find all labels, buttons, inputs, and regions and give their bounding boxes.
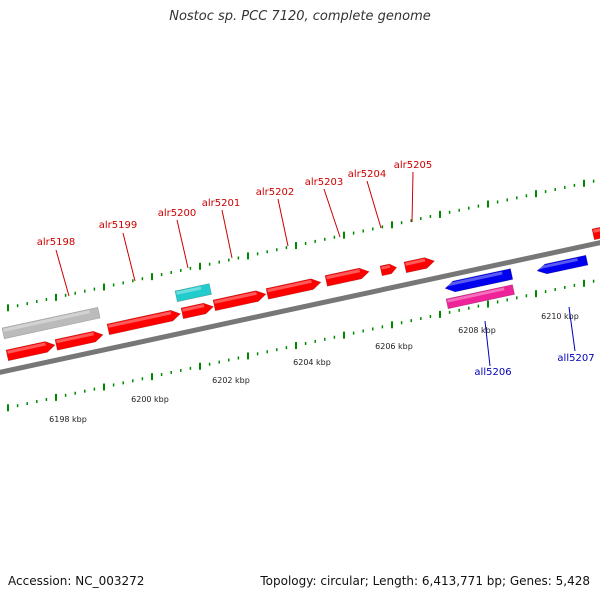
callout-line — [55, 249, 70, 297]
gene-feature-other[interactable] — [1, 306, 101, 340]
callout-line — [277, 198, 289, 247]
gene-feature-rna[interactable] — [174, 283, 212, 303]
gene-feature-forward[interactable] — [403, 256, 436, 274]
scale-tick-label: 6206 kbp — [375, 342, 413, 351]
gene-features — [1, 225, 600, 362]
gene-feature-forward[interactable] — [54, 329, 104, 351]
genome-stats-text: Topology: circular; Length: 6,413,771 bp… — [260, 574, 590, 588]
gene-label-all5207[interactable]: all5207 — [557, 353, 594, 364]
gene-label-alr5198[interactable]: alr5198 — [37, 237, 75, 248]
gene-feature-reverse[interactable] — [444, 268, 514, 294]
scale-tick-label: 6204 kbp — [293, 358, 331, 367]
callout-line — [122, 232, 136, 282]
callout-line — [366, 180, 382, 229]
gene-feature-forward[interactable] — [212, 289, 267, 312]
scale-tick-label: 6200 kbp — [131, 395, 169, 404]
gene-feature-forward[interactable] — [324, 266, 370, 287]
callout-line — [411, 171, 414, 223]
gene-label-alr5200[interactable]: alr5200 — [158, 208, 196, 219]
gene-label-alr5203[interactable]: alr5203 — [305, 177, 343, 188]
genome-backbone — [0, 240, 600, 375]
gene-label-alr5202[interactable]: alr5202 — [256, 187, 294, 198]
callout-line — [568, 306, 576, 352]
gene-feature-other[interactable] — [445, 284, 515, 310]
gene-feature-forward[interactable] — [591, 225, 600, 241]
genome-title: Nostoc sp. PCC 7120, complete genome — [169, 9, 431, 24]
gene-feature-reverse[interactable] — [536, 254, 589, 276]
gene-label-all5206[interactable]: all5206 — [474, 367, 511, 378]
gene-feature-forward[interactable] — [379, 263, 398, 277]
gene-label-alr5201[interactable]: alr5201 — [202, 198, 240, 209]
gene-feature-forward[interactable] — [180, 301, 215, 320]
scale-tick-label: 6198 kbp — [49, 415, 87, 424]
gene-label-alr5205[interactable]: alr5205 — [394, 160, 432, 171]
gene-label-alr5204[interactable]: alr5204 — [348, 169, 386, 180]
gene-feature-forward[interactable] — [106, 308, 182, 336]
scale-tick-label: 6208 kbp — [458, 326, 496, 335]
gene-feature-forward[interactable] — [5, 340, 56, 362]
lower-tick-track — [7, 279, 595, 412]
gene-feature-forward[interactable] — [265, 277, 322, 300]
accession-text: Accession: NC_003272 — [8, 574, 145, 588]
callout-line — [221, 209, 233, 259]
scale-tick-label: 6202 kbp — [212, 376, 250, 385]
scale-labels: 6198 kbp 6200 kbp 6202 kbp 6204 kbp 6206 kbp… — [49, 312, 579, 424]
gene-label-alr5199[interactable]: alr5199 — [99, 220, 137, 231]
gene-callouts: alr5198 alr5199 alr5200 alr5201 alr5202 alr52… — [37, 160, 595, 378]
upper-tick-track — [7, 179, 595, 312]
callout-line — [176, 219, 189, 269]
callout-line — [484, 320, 491, 367]
scale-tick-label: 6210 kbp — [541, 312, 579, 321]
callout-line — [323, 188, 341, 238]
